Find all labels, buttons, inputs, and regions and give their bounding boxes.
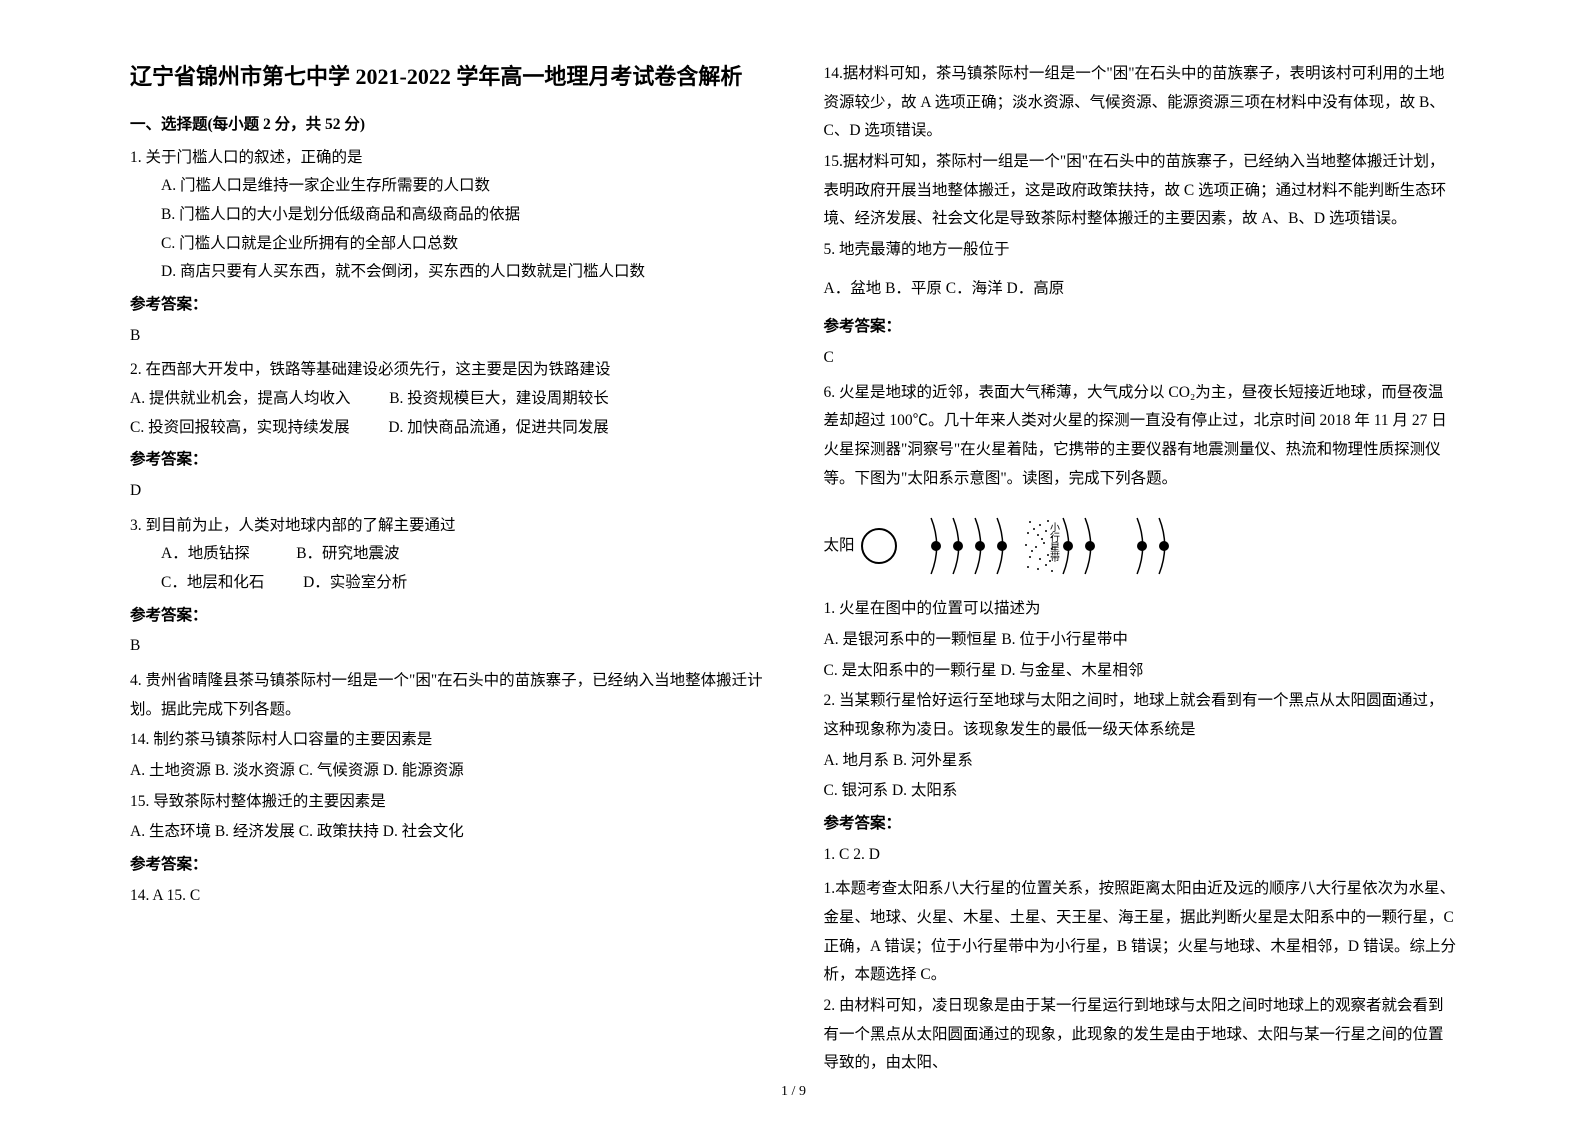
- planet-icon: [975, 541, 985, 551]
- q5-answer: C: [824, 344, 1458, 373]
- q4-sub14: 14. 制约茶马镇茶际村人口容量的主要因素是: [130, 726, 764, 755]
- q3-opt-b: B．研究地震波: [296, 545, 399, 562]
- q6-explain1: 1.本题考查太阳系八大行星的位置关系，按照距离太阳由近及远的顺序八大行星依次为水…: [824, 875, 1458, 990]
- q4-explain14: 14.据材料可知，茶马镇茶际村一组是一个"困"在石头中的苗族寨子，表明该村可利用…: [824, 60, 1458, 146]
- q2-options: A. 提供就业机会，提高人均收入 B. 投资规模巨大，建设周期较长: [130, 385, 764, 414]
- planet-orbit: [951, 516, 965, 576]
- q4-explain15: 15.据材料可知，茶际村一组是一个"困"在石头中的苗族寨子，已经纳入当地整体搬迁…: [824, 148, 1458, 234]
- q3-stem: 3. 到目前为止，人类对地球内部的了解主要通过: [130, 512, 764, 541]
- q2-answer-label: 参考答案：: [130, 446, 764, 475]
- exam-page: 辽宁省锦州市第七中学 2021-2022 学年高一地理月考试卷含解析 一、选择题…: [0, 0, 1587, 1122]
- asteroid-belt-label: 小行星带: [1048, 522, 1059, 562]
- q3-options: A．地质钻探 B．研究地震波: [130, 540, 764, 569]
- sun-icon: [861, 528, 897, 564]
- right-column: 14.据材料可知，茶马镇茶际村一组是一个"困"在石头中的苗族寨子，表明该村可利用…: [794, 60, 1488, 1082]
- planets-container: 小行星带: [929, 516, 1179, 576]
- q2-opt-c: C. 投资回报较高，实现持续发展: [130, 419, 350, 436]
- planet-orbit: [1135, 516, 1149, 576]
- q2-stem: 2. 在西部大开发中，铁路等基础建设必须先行，这主要是因为铁路建设: [130, 356, 764, 385]
- q3-opt-d: D．实验室分析: [303, 574, 407, 591]
- q4-sub14-opts: A. 土地资源 B. 淡水资源 C. 气候资源 D. 能源资源: [130, 757, 764, 786]
- question-3: 3. 到目前为止，人类对地球内部的了解主要通过 A．地质钻探 B．研究地震波 C…: [130, 512, 764, 598]
- planet-icon: [1137, 541, 1147, 551]
- sun-label: 太阳: [824, 532, 855, 561]
- planet-orbit: [995, 516, 1009, 576]
- q2-options-2: C. 投资回报较高，实现持续发展 D. 加快商品流通，促进共同发展: [130, 414, 764, 443]
- planet-orbit: [929, 516, 943, 576]
- q1-answer-label: 参考答案：: [130, 291, 764, 320]
- q5-opts: A．盆地 B．平原 C．海洋 D．高原: [824, 275, 1458, 304]
- question-1: 1. 关于门槛人口的叙述，正确的是 A. 门槛人口是维持一家企业生存所需要的人口…: [130, 144, 764, 287]
- q1-opt-d: D. 商店只要有人买东西，就不会倒闭，买东西的人口数就是门槛人口数: [161, 258, 764, 287]
- q4-sub15: 15. 导致茶际村整体搬迁的主要因素是: [130, 788, 764, 817]
- planet-orbit: [1061, 516, 1075, 576]
- solar-system-diagram: 太阳 小行星带: [824, 511, 1458, 581]
- q4-answer-label: 参考答案：: [130, 851, 764, 880]
- document-title: 辽宁省锦州市第七中学 2021-2022 学年高一地理月考试卷含解析: [130, 60, 764, 93]
- q6-explain2: 2. 由材料可知，凌日现象是由于某一行星运行到地球与太阳之间时地球上的观察者就会…: [824, 992, 1458, 1078]
- q6-sub1-opts-1: A. 是银河系中的一颗恒星 B. 位于小行星带中: [824, 626, 1458, 655]
- q5-answer-label: 参考答案：: [824, 313, 1458, 342]
- q6-sub1-opts-2: C. 是太阳系中的一颗行星 D. 与金星、木星相邻: [824, 657, 1458, 686]
- q6-answers: 1. C 2. D: [824, 841, 1458, 870]
- planet-icon: [1085, 541, 1095, 551]
- q4-intro: 4. 贵州省晴隆县茶马镇茶际村一组是一个"困"在石头中的苗族寨子，已经纳入当地整…: [130, 667, 764, 724]
- q3-options-2: C．地层和化石 D．实验室分析: [130, 569, 764, 598]
- q6-sub2-opts-2: C. 银河系 D. 太阳系: [824, 777, 1458, 806]
- q1-options: A. 门槛人口是维持一家企业生存所需要的人口数 B. 门槛人口的大小是划分低级商…: [130, 172, 764, 287]
- q1-opt-c: C. 门槛人口就是企业所拥有的全部人口总数: [161, 230, 764, 259]
- q1-opt-a: A. 门槛人口是维持一家企业生存所需要的人口数: [161, 172, 764, 201]
- planet-icon: [1159, 541, 1169, 551]
- q6-answer-label: 参考答案：: [824, 810, 1458, 839]
- q2-opt-a: A. 提供就业机会，提高人均收入: [130, 390, 350, 407]
- q3-opt-a: A．地质钻探: [161, 545, 250, 562]
- planet-icon: [997, 541, 1007, 551]
- planet-icon: [953, 541, 963, 551]
- q4-sub15-opts: A. 生态环境 B. 经济发展 C. 政策扶持 D. 社会文化: [130, 818, 764, 847]
- q6-sub2-opts-1: A. 地月系 B. 河外星系: [824, 747, 1458, 776]
- q3-opt-c: C．地层和化石: [161, 574, 264, 591]
- q5-stem: 5. 地壳最薄的地方一般位于: [824, 236, 1458, 265]
- q1-stem: 1. 关于门槛人口的叙述，正确的是: [130, 144, 764, 173]
- section-1-header: 一、选择题(每小题 2 分，共 52 分): [130, 111, 764, 140]
- q6-sub2: 2. 当某颗行星恰好运行至地球与太阳之间时，地球上就会看到有一个黑点从太阳圆面通…: [824, 687, 1458, 744]
- q4-answers: 14. A 15. C: [130, 882, 764, 911]
- q2-answer: D: [130, 477, 764, 506]
- question-2: 2. 在西部大开发中，铁路等基础建设必须先行，这主要是因为铁路建设 A. 提供就…: [130, 356, 764, 442]
- page-number: 1 / 9: [781, 1084, 806, 1100]
- q6-intro: 6. 火星是地球的近邻，表面大气稀薄，大气成分以 CO₂为主，昼夜长短接近地球，…: [824, 379, 1458, 494]
- q3-answer-label: 参考答案：: [130, 602, 764, 631]
- q6-sub1: 1. 火星在图中的位置可以描述为: [824, 595, 1458, 624]
- planet-icon: [1063, 541, 1073, 551]
- planet-orbit: [973, 516, 987, 576]
- q2-opt-b: B. 投资规模巨大，建设周期较长: [389, 390, 609, 407]
- planet-orbit: [1157, 516, 1171, 576]
- left-column: 辽宁省锦州市第七中学 2021-2022 学年高一地理月考试卷含解析 一、选择题…: [100, 60, 794, 1082]
- q1-opt-b: B. 门槛人口的大小是划分低级商品和高级商品的依据: [161, 201, 764, 230]
- q1-answer: B: [130, 322, 764, 351]
- q2-opt-d: D. 加快商品流通，促进共同发展: [388, 419, 608, 436]
- planet-icon: [931, 541, 941, 551]
- q3-answer: B: [130, 632, 764, 661]
- asteroid-belt: 小行星带: [1021, 516, 1057, 576]
- planet-orbit: [1083, 516, 1097, 576]
